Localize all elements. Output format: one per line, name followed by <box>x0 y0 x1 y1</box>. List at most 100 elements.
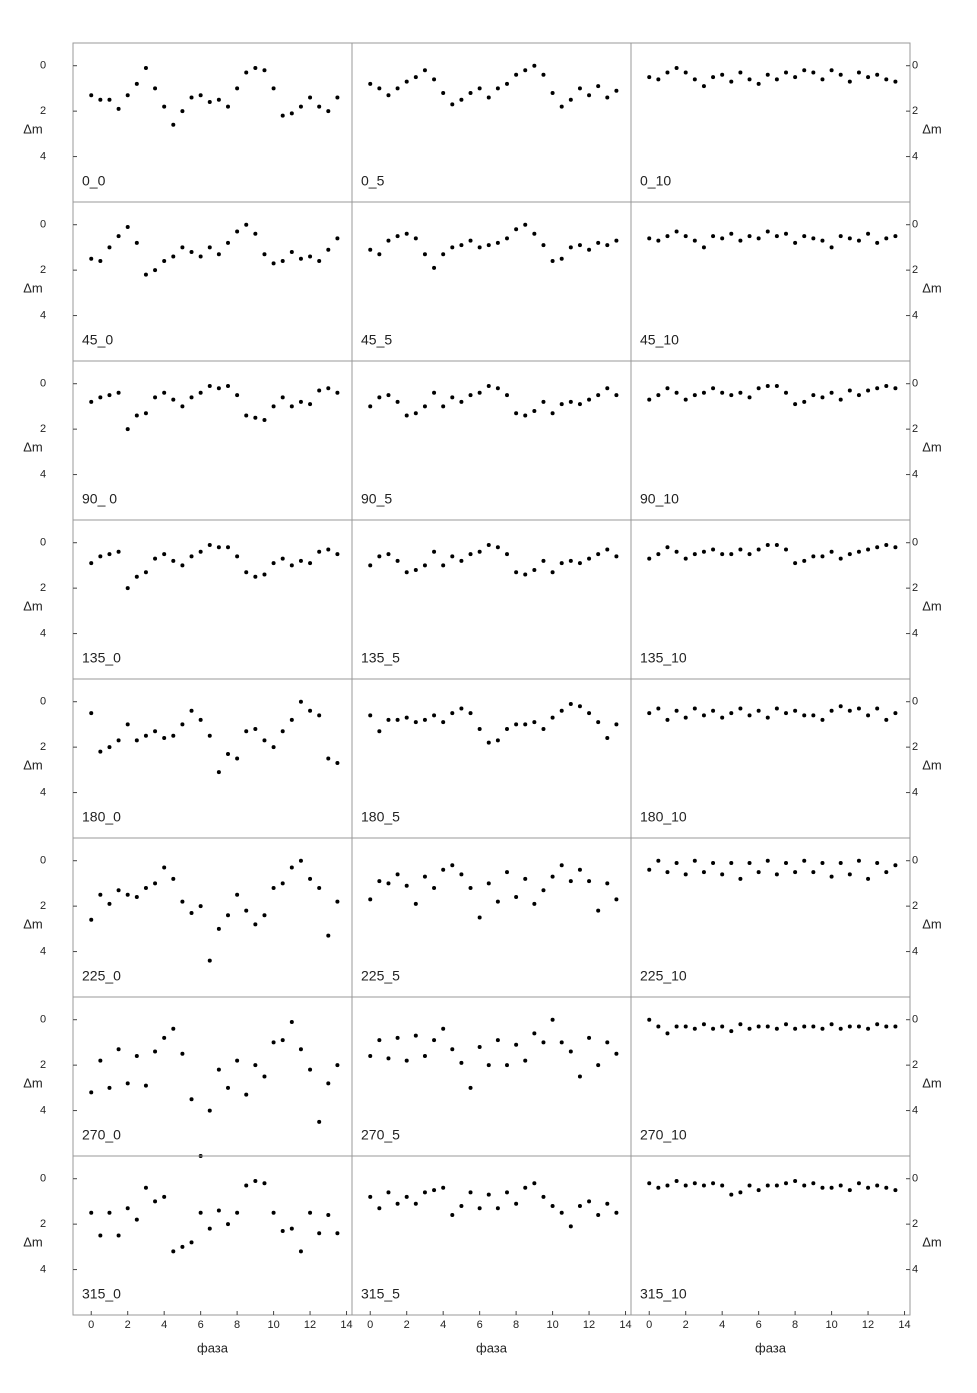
data-point <box>875 1022 880 1027</box>
data-point <box>495 899 500 904</box>
data-point <box>866 388 871 393</box>
data-point <box>125 427 130 432</box>
data-point <box>802 399 807 404</box>
data-point <box>486 1063 491 1068</box>
data-point <box>271 1040 276 1045</box>
data-point <box>317 885 322 890</box>
data-point <box>377 252 382 257</box>
data-point <box>289 717 294 722</box>
data-point <box>432 265 437 270</box>
data-point <box>656 706 661 711</box>
data-point <box>711 386 716 391</box>
data-point <box>596 1213 601 1218</box>
data-point <box>811 236 816 241</box>
data-point <box>280 259 285 264</box>
data-point <box>747 860 752 865</box>
data-point <box>875 386 880 391</box>
data-point <box>674 708 679 713</box>
data-point <box>820 238 825 243</box>
panel-label: 90_ 0 <box>82 491 117 507</box>
data-point <box>432 549 437 554</box>
data-point <box>326 547 331 552</box>
data-point <box>729 552 734 557</box>
data-point <box>541 243 546 248</box>
data-point <box>395 1035 400 1040</box>
data-point <box>180 1244 185 1249</box>
y-tick-label: 0 <box>912 537 918 549</box>
data-point <box>866 231 871 236</box>
data-point <box>793 870 798 875</box>
y-tick-label: 2 <box>40 741 46 753</box>
y-tick-label: 2 <box>912 741 918 753</box>
data-point <box>116 888 121 893</box>
data-point <box>422 1190 427 1195</box>
panel-frame <box>351 360 632 521</box>
data-point <box>395 558 400 563</box>
data-point <box>98 1058 103 1063</box>
data-point <box>856 549 861 554</box>
data-point <box>550 715 555 720</box>
data-point <box>720 390 725 395</box>
data-point <box>614 554 619 559</box>
data-point <box>701 84 706 89</box>
x-tick-label: 0 <box>88 1319 94 1331</box>
y-tick-label: 4 <box>40 1104 46 1116</box>
data-point <box>198 1210 203 1215</box>
data-point <box>153 556 158 561</box>
data-point <box>884 77 889 82</box>
y-tick-label: 4 <box>912 1104 918 1116</box>
data-point <box>856 706 861 711</box>
data-point <box>180 404 185 409</box>
data-point <box>468 393 473 398</box>
panel-frame <box>630 42 911 203</box>
data-point <box>847 708 852 713</box>
data-point <box>477 245 482 250</box>
data-point <box>729 393 734 398</box>
y-tick-label: 0 <box>912 219 918 231</box>
data-point <box>308 708 313 713</box>
data-point <box>180 899 185 904</box>
data-point <box>559 256 564 261</box>
data-point <box>893 863 898 868</box>
data-point <box>298 1047 303 1052</box>
data-point <box>216 97 221 102</box>
data-point <box>541 1194 546 1199</box>
data-point <box>829 874 834 879</box>
data-point <box>134 738 139 743</box>
data-point <box>793 1178 798 1183</box>
data-point <box>701 390 706 395</box>
data-point <box>811 870 816 875</box>
data-point <box>829 245 834 250</box>
data-point <box>253 415 258 420</box>
data-point <box>541 399 546 404</box>
panel-label: 225_0 <box>82 968 121 984</box>
data-point <box>587 93 592 98</box>
data-point <box>216 926 221 931</box>
data-point <box>189 1240 194 1245</box>
data-point <box>838 704 843 709</box>
data-point <box>532 901 537 906</box>
data-point <box>765 1183 770 1188</box>
data-point <box>235 1058 240 1063</box>
data-point <box>793 240 798 245</box>
data-point <box>432 390 437 395</box>
y-tick-label: 2 <box>912 1059 918 1071</box>
data-point <box>692 1181 697 1186</box>
data-point <box>692 77 697 82</box>
data-point <box>116 234 121 239</box>
data-point <box>280 881 285 886</box>
data-point <box>468 885 473 890</box>
data-point <box>271 404 276 409</box>
data-point <box>683 1183 688 1188</box>
data-point <box>368 713 373 718</box>
data-point <box>368 247 373 252</box>
data-point <box>656 1185 661 1190</box>
data-point <box>838 397 843 402</box>
data-point <box>614 897 619 902</box>
data-point <box>784 711 788 716</box>
data-point <box>784 1181 788 1186</box>
data-point <box>541 1040 546 1045</box>
panel-label: 45_5 <box>361 332 392 348</box>
x-tick-label: 4 <box>161 1319 167 1331</box>
data-point <box>720 552 725 557</box>
